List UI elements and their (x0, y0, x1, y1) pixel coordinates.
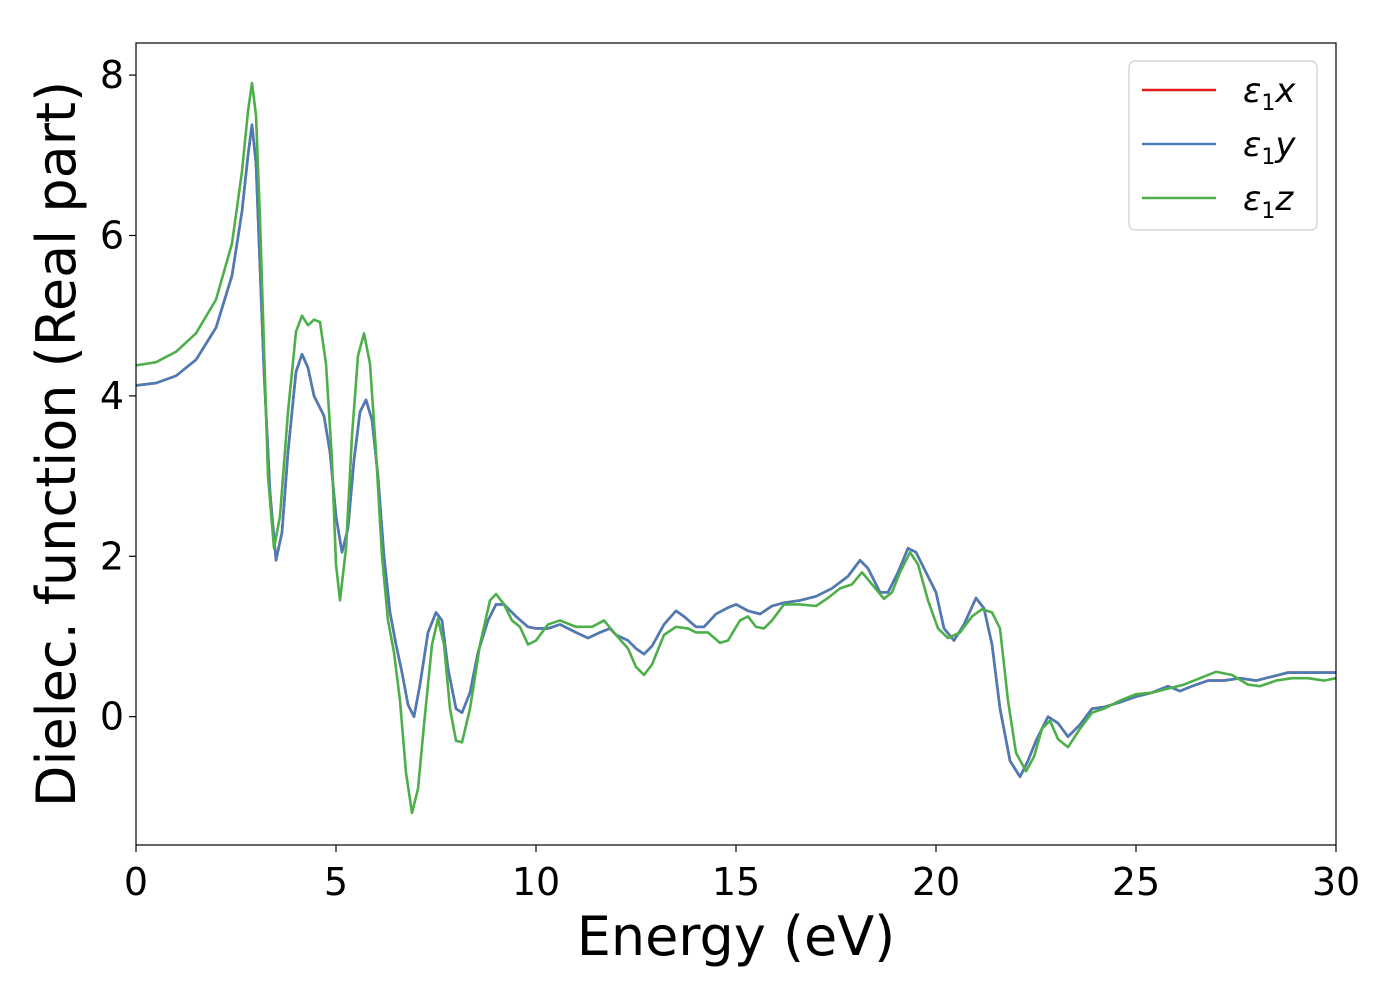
legend-box (1128, 60, 1318, 231)
legend-entry-z: ε1z (1243, 179, 1294, 224)
series-line-z (136, 81, 1336, 815)
x-tick-label: 20 (912, 860, 960, 904)
x-tick-label: 30 (1312, 860, 1360, 904)
y-tick-label: 2 (100, 534, 124, 578)
x-tick-label: 10 (512, 860, 560, 904)
y-tick-label: 8 (100, 53, 124, 97)
series-line-y (136, 123, 1336, 779)
x-tick-label: 15 (712, 860, 760, 904)
x-tick-label: 0 (124, 860, 148, 904)
y-axis: 0 2 4 6 8 (100, 53, 136, 739)
y-axis-label: Dielec. function (Real part) (25, 81, 88, 807)
legend-entry-x: ε1x (1243, 71, 1296, 116)
legend-entry-y: ε1y (1243, 125, 1296, 170)
y-tick-label: 0 (100, 695, 124, 739)
legend: ε1x ε1y ε1z (1128, 60, 1318, 231)
x-axis: 0 5 10 15 20 25 30 (124, 845, 1360, 904)
y-tick-label: 6 (100, 213, 124, 257)
x-tick-label: 5 (324, 860, 348, 904)
x-tick-label: 25 (1112, 860, 1160, 904)
y-tick-label: 4 (100, 374, 124, 418)
x-axis-label: Energy (eV) (577, 905, 896, 968)
